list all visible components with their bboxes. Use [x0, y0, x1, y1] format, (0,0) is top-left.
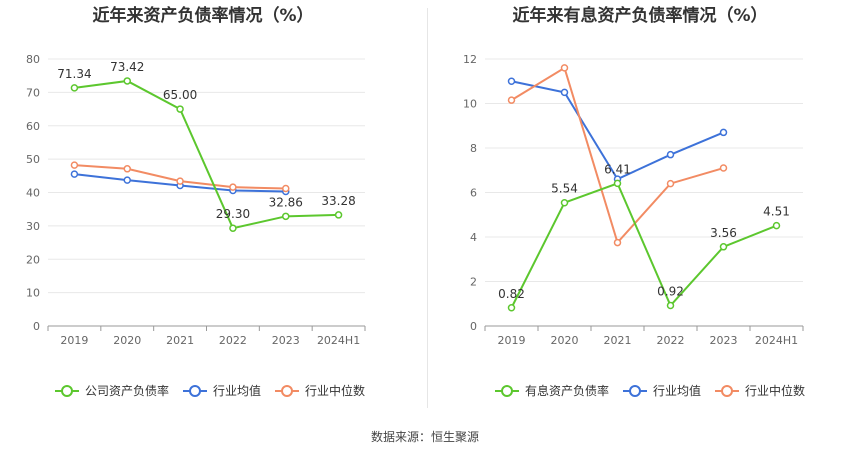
source-label: 数据来源：恒生聚源 — [370, 430, 479, 444]
legend-swatch-marker — [61, 385, 73, 397]
legend-swatch-marker — [281, 385, 293, 397]
data-point — [613, 179, 622, 188]
legend-label: 有息资产负债率 — [525, 383, 609, 398]
series-line-1 — [74, 79, 339, 230]
series-line-3 — [510, 66, 724, 245]
series-line-1 — [510, 182, 777, 309]
y-tick-label: 40 — [26, 187, 40, 200]
chart-title: 近年来有息资产负债率情况（%） — [512, 5, 767, 26]
data-point — [613, 238, 622, 247]
data-point — [666, 301, 675, 310]
x-tick-label: 2021 — [166, 334, 194, 347]
data-point — [507, 77, 516, 85]
data-point — [507, 96, 516, 104]
legend-label: 行业中位数 — [745, 383, 805, 398]
chart-title: 近年来资产负债率情况（%） — [92, 5, 313, 26]
panel-divider — [427, 8, 428, 408]
legend-item-3: 行业中位数 — [275, 383, 365, 398]
data-point — [282, 212, 290, 221]
data-point — [334, 211, 343, 219]
data-point — [719, 128, 728, 137]
x-tick-label: 2021 — [604, 334, 632, 347]
y-tick-label: 10 — [26, 287, 40, 300]
y-tick-label: 8 — [470, 142, 477, 155]
x-tick-label: 2019 — [60, 334, 88, 347]
y-tick-label: 0 — [470, 320, 477, 333]
legend-item-1: 有息资产负债率 — [495, 383, 609, 398]
x-tick-label: 2024H1 — [755, 334, 798, 347]
data-point — [507, 304, 516, 312]
y-tick-label: 2 — [470, 276, 477, 289]
data-point — [176, 177, 184, 185]
legend-label: 行业均值 — [213, 383, 261, 398]
data-point — [123, 165, 131, 173]
data-point — [666, 150, 675, 159]
data-point — [123, 77, 131, 85]
y-tick-label: 30 — [26, 220, 40, 233]
legend-item-3: 行业中位数 — [715, 383, 805, 398]
data-label: 0.92 — [657, 285, 684, 299]
legend-swatch-marker — [721, 385, 733, 397]
y-tick-label: 0 — [33, 320, 40, 333]
legend-item-2: 行业均值 — [183, 383, 261, 398]
x-tick-label: 2023 — [710, 334, 738, 347]
data-label: 65.00 — [163, 88, 197, 102]
chart-panel-1: 近年来资产负债率情况（%） 0 10 20 30 40 50 60 70 80 2019 2020 20… — [26, 5, 366, 398]
legend-swatch-marker — [501, 385, 513, 397]
y-tick-label: 4 — [470, 231, 477, 244]
x-tick-label: 2020 — [113, 334, 141, 347]
x-tick-label: 2022 — [657, 334, 685, 347]
legend-swatch-marker — [629, 385, 641, 397]
y-tick-label: 80 — [26, 53, 40, 66]
y-tick-label: 10 — [463, 98, 477, 111]
x-tick-label: 2022 — [219, 334, 247, 347]
data-point — [123, 176, 131, 184]
data-point — [176, 105, 184, 113]
legend-label: 行业中位数 — [305, 383, 365, 398]
y-tick-label: 6 — [470, 187, 477, 200]
data-label: 4.51 — [763, 205, 790, 219]
x-tick-label: 2023 — [272, 334, 300, 347]
data-label: 6.41 — [604, 162, 631, 176]
y-tick-label: 70 — [26, 86, 40, 99]
data-point — [229, 183, 237, 191]
data-label: 0.82 — [498, 287, 525, 301]
data-label: 71.34 — [57, 67, 91, 81]
data-point — [772, 221, 781, 230]
data-label: 73.42 — [110, 60, 144, 74]
data-label: 3.56 — [710, 226, 737, 240]
data-label: 32.86 — [269, 195, 303, 209]
data-label: 29.30 — [216, 207, 250, 221]
data-point — [282, 184, 290, 193]
data-point — [560, 64, 569, 72]
legend-label: 行业均值 — [653, 383, 701, 398]
y-tick-label: 50 — [26, 153, 40, 166]
data-point — [719, 164, 728, 172]
data-point — [560, 88, 569, 97]
data-label: 5.54 — [551, 182, 578, 196]
data-label: 33.28 — [321, 194, 355, 208]
data-point — [70, 170, 79, 178]
x-tick-label: 2019 — [498, 334, 526, 347]
x-tick-label: 2024H1 — [317, 334, 360, 347]
data-point — [70, 161, 79, 169]
y-tick-label: 20 — [26, 253, 40, 266]
legend-item-2: 行业均值 — [623, 383, 701, 398]
y-tick-label: 60 — [26, 120, 40, 133]
data-point — [70, 84, 79, 92]
legend-label: 公司资产负债率 — [85, 383, 169, 398]
data-point — [560, 198, 569, 207]
legend-item-1: 公司资产负债率 — [55, 383, 169, 398]
data-point — [666, 179, 675, 188]
legend-swatch-marker — [189, 385, 201, 397]
data-point — [719, 243, 728, 251]
chart-panel-2: 近年来有息资产负债率情况（%） 0 2 4 6 8 10 12 2019 2020 2021 2022… — [463, 5, 805, 398]
data-point — [229, 224, 237, 232]
x-tick-label: 2020 — [551, 334, 579, 347]
y-tick-label: 12 — [463, 53, 477, 66]
